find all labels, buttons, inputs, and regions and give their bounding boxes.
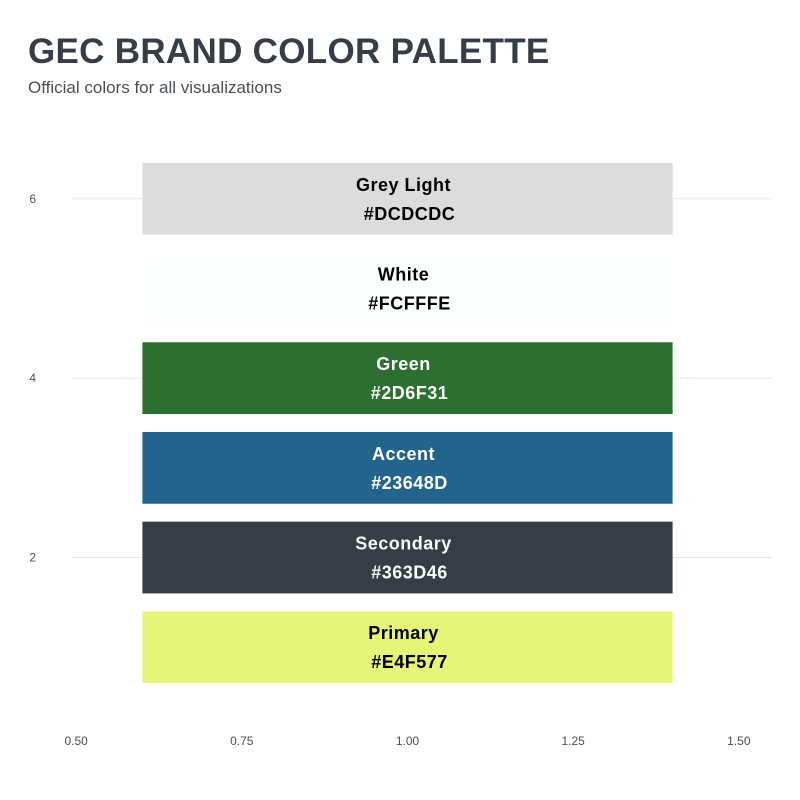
bar-green xyxy=(142,342,673,415)
bar-label-name-accent: Accent xyxy=(372,444,435,464)
bar-label-name-secondary: Secondary xyxy=(355,534,452,554)
y-tick-label: 4 xyxy=(29,371,36,385)
bar-label-name-green: Green xyxy=(376,354,431,374)
bar-label-hex-accent: #23648D xyxy=(371,473,448,493)
y-tick-label: 6 xyxy=(29,192,36,206)
x-tick-label: 1.00 xyxy=(396,734,420,748)
x-tick-label: 0.75 xyxy=(230,734,254,748)
bar-accent xyxy=(142,431,673,504)
bar-primary xyxy=(142,611,673,684)
y-tick-label: 2 xyxy=(29,551,36,565)
chart-subtitle: Official colors for all visualizations xyxy=(28,78,282,97)
bar-label-hex-secondary: #363D46 xyxy=(371,563,448,583)
bar-label-name-white: White xyxy=(378,264,430,284)
bar-label-hex-green: #2D6F31 xyxy=(371,383,449,403)
x-tick-label: 0.50 xyxy=(64,734,88,748)
axis-ticks: 2 4 6 0.50 0.75 1.00 1.25 1.50 xyxy=(29,192,751,748)
x-tick-label: 1.25 xyxy=(562,734,586,748)
bars xyxy=(142,162,673,684)
bar-secondary xyxy=(142,521,673,594)
x-tick-label: 1.50 xyxy=(727,734,751,748)
bar-label-hex-primary: #E4F577 xyxy=(371,652,448,672)
chart-title: GEC BRAND COLOR PALETTE xyxy=(28,32,550,71)
bar-label-name-grey-light: Grey Light xyxy=(356,175,451,195)
bar-grey-light xyxy=(142,162,673,235)
bar-label-name-primary: Primary xyxy=(368,623,439,643)
bar-label-hex-grey-light: #DCDCDC xyxy=(364,204,456,224)
bar-label-hex-white: #FCFFFE xyxy=(368,293,451,313)
bar-labels: Primary #E4F577 Secondary #363D46 Accent #236… xyxy=(355,175,455,672)
bar-white xyxy=(142,252,673,325)
